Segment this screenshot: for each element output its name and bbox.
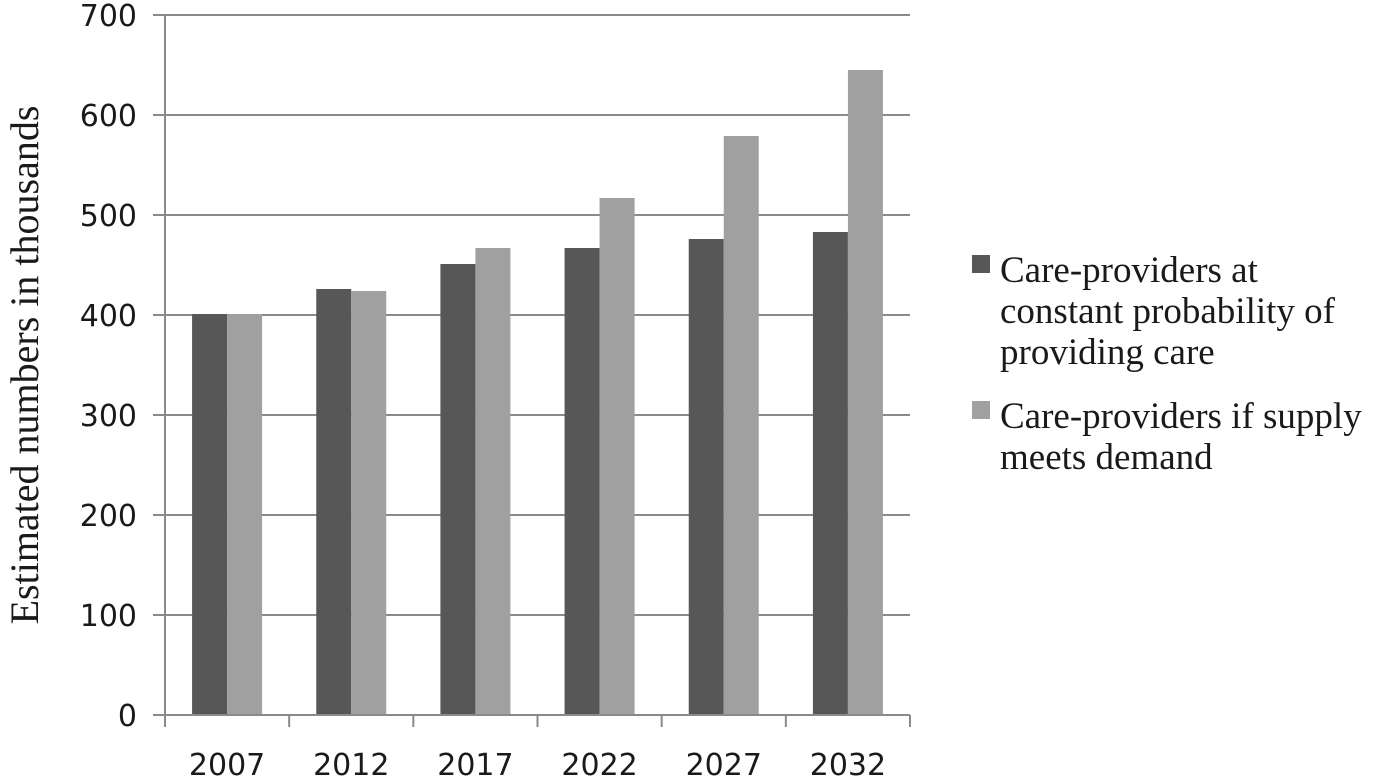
legend-swatch-1: [972, 255, 990, 273]
bar-series-2-2032: [847, 70, 883, 715]
bar-series-2-2017: [475, 248, 511, 715]
x-tick-label: 2027: [686, 748, 762, 781]
x-tick-label: 2032: [810, 748, 886, 781]
x-tick-label: 2012: [313, 748, 389, 781]
y-tick-label: 600: [80, 99, 137, 134]
y-tick-label: 500: [80, 199, 137, 234]
legend-swatch-2: [972, 401, 990, 419]
bar-series-1-2022: [564, 248, 600, 715]
legend-label-1: providing care: [1000, 332, 1215, 373]
y-axis-title: Estimated numbers in thousands: [2, 106, 47, 625]
legend-label-1: Care-providers at: [1000, 250, 1259, 291]
y-tick-label: 200: [80, 499, 137, 534]
x-tick-labels: 2007 2012 2017 2022 2027 2032: [189, 748, 886, 781]
y-tick-labels: 0 100 200 300 400 500 600 700: [80, 0, 137, 734]
bar-series-2-2022: [599, 198, 635, 715]
bar-series-1-2027: [688, 239, 724, 715]
legend-label-1: constant probability of: [1000, 291, 1336, 332]
bar-series-2-2012: [351, 291, 387, 715]
y-tick-label: 100: [80, 599, 137, 634]
bar-series-2-2027: [723, 136, 759, 715]
bar-series-1-2032: [812, 232, 848, 715]
bar-series-1-2012: [316, 289, 352, 715]
legend-label-2: meets demand: [1000, 437, 1213, 478]
x-tick-label: 2022: [561, 748, 637, 781]
y-tick-label: 700: [80, 0, 137, 34]
x-tick-label: 2017: [437, 748, 513, 781]
y-tick-label: 0: [118, 699, 137, 734]
bars: [192, 70, 883, 715]
gridlines: [165, 14, 910, 616]
bar-series-1-2017: [440, 264, 476, 715]
y-tick-label: 300: [80, 399, 137, 434]
y-tick-label: 400: [80, 299, 137, 334]
axes: [153, 14, 911, 727]
bar-series-2-2007: [227, 314, 263, 715]
bar-series-1-2007: [192, 314, 228, 715]
x-tick-label: 2007: [189, 748, 265, 781]
legend-label-2: Care-providers if supply: [1000, 396, 1362, 437]
